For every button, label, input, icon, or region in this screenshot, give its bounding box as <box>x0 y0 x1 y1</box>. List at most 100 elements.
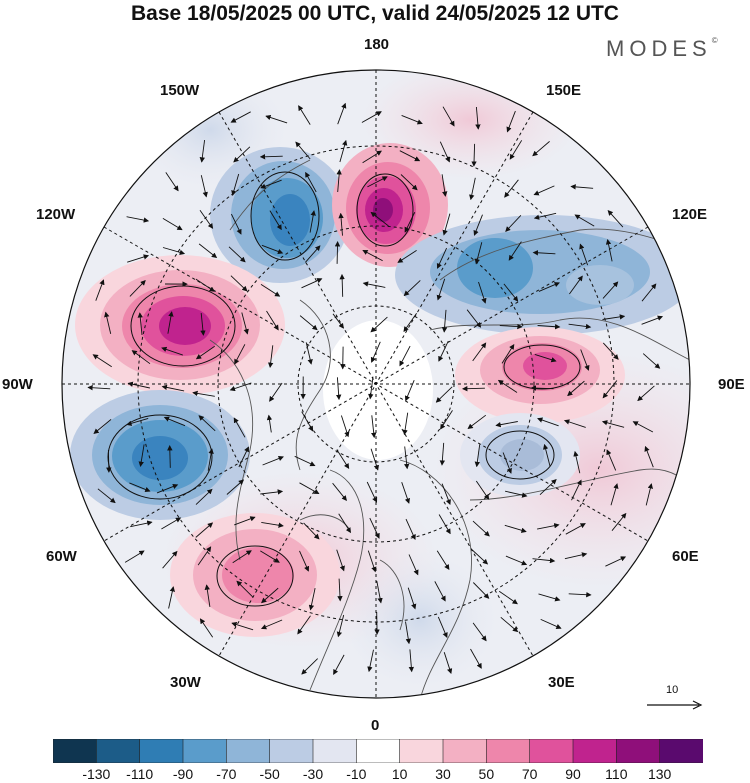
wind-vector <box>645 483 653 506</box>
wind-vector <box>198 415 216 432</box>
wind-vector <box>571 479 582 501</box>
colorbar-tick-label: -130 <box>82 766 111 782</box>
wind-vector <box>336 169 342 193</box>
wind-vector <box>473 214 483 236</box>
wind-vector <box>231 173 240 196</box>
wind-vector <box>261 244 284 255</box>
lon-label-60w: 60W <box>46 548 77 565</box>
wind-vector <box>301 658 319 675</box>
wind-vector <box>602 281 619 299</box>
anomaly-center-3 <box>395 215 690 335</box>
wind-vector <box>401 482 410 504</box>
wind-vector <box>408 554 419 576</box>
wind-vector <box>644 445 654 468</box>
wind-vector <box>400 174 418 191</box>
wind-vector <box>93 419 112 434</box>
wind-vector <box>505 490 528 498</box>
wind-vector <box>367 550 377 573</box>
reference-vector-label: 10 <box>666 684 679 696</box>
anomaly-center-6 <box>70 390 250 520</box>
colorbar-tick-label: 90 <box>565 766 581 782</box>
wind-vector <box>234 516 256 526</box>
wind-vector <box>368 376 374 400</box>
wind-vector <box>367 649 374 673</box>
wind-vector <box>602 314 626 320</box>
wind-vector <box>472 520 490 537</box>
wind-vector <box>441 309 448 333</box>
wind-vector <box>339 139 348 163</box>
colorbar-swatch <box>269 739 314 763</box>
anomaly-center-5 <box>455 327 625 423</box>
wind-vector <box>226 479 245 495</box>
streamlines <box>107 171 581 607</box>
wind-vector <box>334 241 341 264</box>
wind-vector <box>502 452 512 474</box>
wind-vector <box>260 284 281 297</box>
wind-vector <box>126 417 149 426</box>
wind-vector <box>238 446 249 468</box>
wind-vector <box>265 114 288 124</box>
lon-label-60e: 60E <box>672 548 699 565</box>
wind-vector <box>198 243 218 259</box>
colorbar-tick-label: -110 <box>126 766 154 782</box>
wind-vector <box>266 310 279 331</box>
wind-vector <box>192 390 215 397</box>
wind-vector <box>338 212 344 236</box>
wind-vector <box>376 580 383 604</box>
anomaly-field <box>62 70 690 698</box>
wind-vector <box>229 382 252 392</box>
anomaly-center-7 <box>460 413 580 497</box>
wind-vector <box>495 421 518 428</box>
arctic-neutral-area <box>323 320 433 460</box>
wind-vector <box>537 417 559 427</box>
colorbar-tick-label: -70 <box>216 766 237 782</box>
wind-vector <box>405 518 416 541</box>
colorbar-swatch <box>53 739 98 763</box>
wind-vector <box>260 619 283 630</box>
wind-vector <box>131 350 151 365</box>
wind-vector <box>637 385 655 402</box>
wind-vector <box>195 488 213 505</box>
wind-vector <box>161 517 182 530</box>
wind-vector <box>537 323 561 330</box>
colorbar-swatch <box>572 739 618 763</box>
wind-vector <box>92 354 112 368</box>
lon-label-90w: 90W <box>2 376 33 393</box>
colorbar-swatch <box>529 739 574 763</box>
wind-vector <box>336 449 350 469</box>
wind-vector <box>533 185 555 196</box>
wind-vector <box>332 482 347 502</box>
wind-vector <box>232 550 252 564</box>
wind-vector <box>163 416 186 427</box>
colorbar-swatch <box>182 739 228 763</box>
wind-vector <box>130 520 153 528</box>
wind-vector <box>197 546 212 566</box>
wind-vector <box>439 442 446 466</box>
wind-vector <box>436 550 450 571</box>
wind-vector <box>472 342 487 362</box>
wind-vector <box>336 549 345 572</box>
wind-vector <box>505 555 528 566</box>
wind-vector <box>438 340 449 362</box>
colorbar-swatch <box>139 739 184 763</box>
brand-logo: MODES© <box>606 36 718 62</box>
wind-vector <box>137 312 143 336</box>
wind-vector <box>305 171 317 193</box>
wind-vector <box>503 283 519 302</box>
lon-label-180: 180 <box>364 36 390 53</box>
colorbar <box>53 739 703 763</box>
wind-vector <box>195 278 215 292</box>
wind-vector <box>233 417 246 438</box>
wind-vector <box>200 175 208 198</box>
wind-vector <box>499 323 523 330</box>
wind-vector <box>397 250 417 263</box>
wind-vector <box>269 210 282 231</box>
wind-vector <box>505 214 522 232</box>
wind-vector <box>204 584 211 607</box>
colorbar-swatch <box>96 739 141 763</box>
wind-vector <box>304 245 321 263</box>
wind-vector <box>532 250 556 256</box>
colorbar-tick-label: -30 <box>302 766 324 782</box>
wind-vector <box>509 140 523 160</box>
colorbar-swatch <box>226 739 271 763</box>
